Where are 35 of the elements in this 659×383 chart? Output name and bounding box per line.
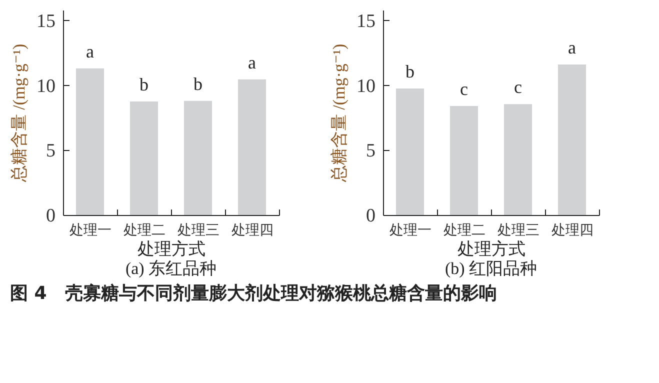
annotation: a — [86, 41, 94, 62]
y-tick-label: 10 — [36, 76, 56, 97]
annotation: c — [460, 79, 468, 100]
x-tick-label: 处理二 — [124, 222, 166, 238]
x-tick-label: 处理四 — [232, 222, 274, 238]
text: (a) 东红品种 — [125, 259, 217, 278]
x-axis-title: 处理方式 — [138, 240, 206, 258]
x-axis-title: 处理方式 — [458, 240, 526, 258]
x-tick-label: 处理三 — [178, 222, 220, 238]
annotation: a — [568, 37, 576, 58]
y-tick-label: 0 — [46, 206, 56, 226]
bar — [184, 100, 212, 215]
x-tick-label: 处理四 — [552, 222, 594, 238]
annotation: c — [514, 77, 522, 98]
y-tick-label: 0 — [366, 206, 376, 226]
x-tick-label: 处理三 — [498, 222, 540, 238]
y-tick-label: 15 — [356, 10, 376, 32]
y-axis-title: 总糖含量 /(mg·g⁻¹) — [10, 44, 28, 184]
annotation: a — [248, 52, 256, 72]
bar — [238, 79, 266, 215]
y-tick-label: 10 — [356, 76, 376, 97]
y-tick-label: 5 — [46, 140, 56, 162]
x-tick-label: 处理一 — [70, 222, 112, 238]
x-tick-label: 处理二 — [444, 222, 486, 238]
text: (b) 红阳品种 — [444, 259, 538, 278]
y-axis-title: 总糖含量 /(mg·g⁻¹) — [330, 44, 348, 184]
annotation: b — [194, 74, 202, 94]
bar — [130, 101, 158, 215]
y-tick-label: 15 — [36, 10, 56, 32]
annotation: b — [406, 61, 414, 82]
annotation: b — [140, 74, 148, 94]
y-tick-label: 5 — [366, 140, 376, 162]
x-tick-label: 处理一 — [390, 222, 432, 238]
caption: 图 4 壳寡糖与不同剂量膨大剂处理对猕猴桃总糖含量的影响 — [10, 283, 497, 304]
bar — [76, 68, 104, 215]
